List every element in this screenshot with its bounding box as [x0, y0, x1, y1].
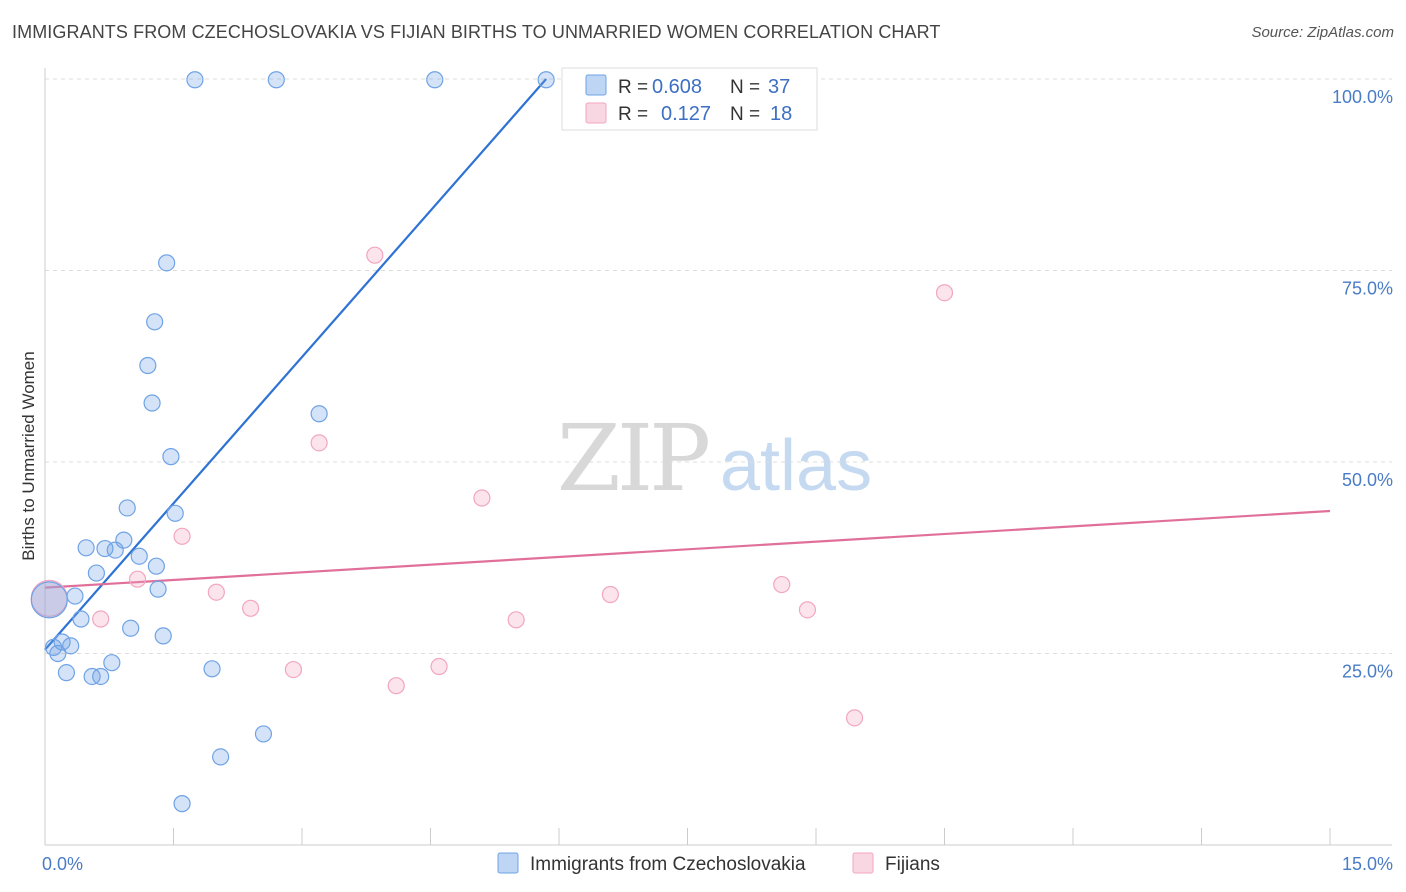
data-point: [115, 531, 133, 549]
x-tick-label: 0.0%: [42, 854, 83, 874]
data-point: [139, 356, 157, 375]
data-point: [77, 539, 95, 557]
data-point: [284, 660, 303, 679]
data-point: [158, 254, 176, 272]
data-point: [507, 611, 525, 629]
legend: R = 0.608 N = 37 R = 0.127 N = 18: [561, 67, 818, 131]
data-point: [147, 557, 165, 575]
data-point: [387, 677, 405, 695]
data-point: [162, 448, 180, 466]
gridlines: [45, 78, 1392, 654]
legend-r-value-czechoslovakia: 0.608: [652, 76, 702, 98]
legend-r-value-fijians: 0.127: [661, 103, 711, 125]
data-point: [426, 71, 444, 89]
data-point: [92, 667, 110, 686]
data-point: [310, 405, 328, 423]
data-point: [173, 527, 191, 545]
data-points: [30, 71, 954, 813]
x-tick-label: 15.0%: [1342, 854, 1393, 874]
legend-n-label: N =: [730, 104, 760, 125]
data-point: [473, 489, 491, 507]
chart-source: Source: ZipAtlas.com: [1251, 24, 1394, 41]
y-tick-label: 100.0%: [1332, 87, 1393, 107]
data-point: [128, 570, 147, 588]
x-tick-labels: 0.0% 15.0%: [42, 854, 1393, 874]
data-point: [798, 601, 817, 619]
chart-title: IMMIGRANTS FROM CZECHOSLOVAKIA VS FIJIAN…: [12, 22, 941, 42]
data-point: [166, 504, 184, 522]
data-point: [87, 564, 106, 582]
legend-swatch-czechoslovakia: [585, 74, 607, 96]
legend-n-value-fijians: 18: [770, 103, 792, 125]
bottom-legend-label-fijians: Fijians: [885, 854, 940, 875]
data-point: [186, 71, 204, 89]
data-point: [62, 637, 80, 655]
data-point: [130, 547, 148, 565]
data-point: [366, 246, 384, 264]
data-point: [203, 660, 221, 678]
y-tick-label: 25.0%: [1342, 662, 1393, 682]
bottom-legend-label-czechoslovakia: Immigrants from Czechoslovakia: [530, 854, 806, 875]
data-point: [72, 610, 90, 628]
y-axis-label: Births to Unmarried Women: [19, 351, 38, 560]
data-point: [154, 627, 172, 645]
bottom-legend-swatch-fijians: [852, 852, 874, 874]
watermark-zip: ZIP: [557, 405, 708, 512]
data-point: [242, 599, 260, 617]
y-tick-label: 75.0%: [1342, 279, 1393, 299]
bottom-legend-swatch-czechoslovakia: [497, 852, 519, 874]
legend-n-label: N =: [730, 77, 760, 98]
data-point: [310, 434, 328, 452]
data-point: [773, 575, 791, 594]
trend-lines: [44, 78, 1331, 651]
data-point: [149, 580, 167, 598]
data-point: [143, 394, 161, 412]
trend-line-czechoslovakia: [44, 78, 547, 651]
data-point: [267, 71, 285, 89]
trend-line-fijians: [44, 509, 1331, 589]
data-point: [66, 587, 84, 605]
data-point: [207, 583, 225, 601]
data-point: [430, 657, 448, 676]
data-point: [537, 71, 555, 89]
y-tick-label: 50.0%: [1342, 470, 1393, 490]
data-point: [146, 313, 164, 331]
data-point: [122, 619, 140, 637]
data-point: [30, 581, 68, 619]
legend-swatch-fijians: [585, 102, 607, 124]
data-point: [254, 725, 273, 743]
legend-r-label: R =: [618, 104, 648, 125]
data-point: [601, 585, 620, 604]
data-point: [103, 654, 121, 672]
y-tick-labels: 100.0% 75.0% 50.0% 25.0%: [1332, 87, 1393, 682]
legend-r-label: R =: [618, 77, 648, 98]
data-point: [845, 709, 864, 727]
data-point: [92, 610, 110, 628]
data-point: [173, 795, 191, 813]
watermark: ZIP atlas: [557, 405, 872, 512]
data-point: [212, 748, 230, 766]
data-point: [935, 284, 954, 302]
bottom-legend: Immigrants from Czechoslovakia Fijians: [497, 852, 940, 875]
data-point: [57, 664, 76, 682]
legend-n-value-czechoslovakia: 37: [768, 76, 790, 98]
data-point: [53, 633, 71, 651]
data-point: [118, 499, 136, 517]
axes: [44, 68, 1392, 846]
watermark-atlas: atlas: [720, 426, 872, 506]
legend-box: [561, 67, 818, 131]
